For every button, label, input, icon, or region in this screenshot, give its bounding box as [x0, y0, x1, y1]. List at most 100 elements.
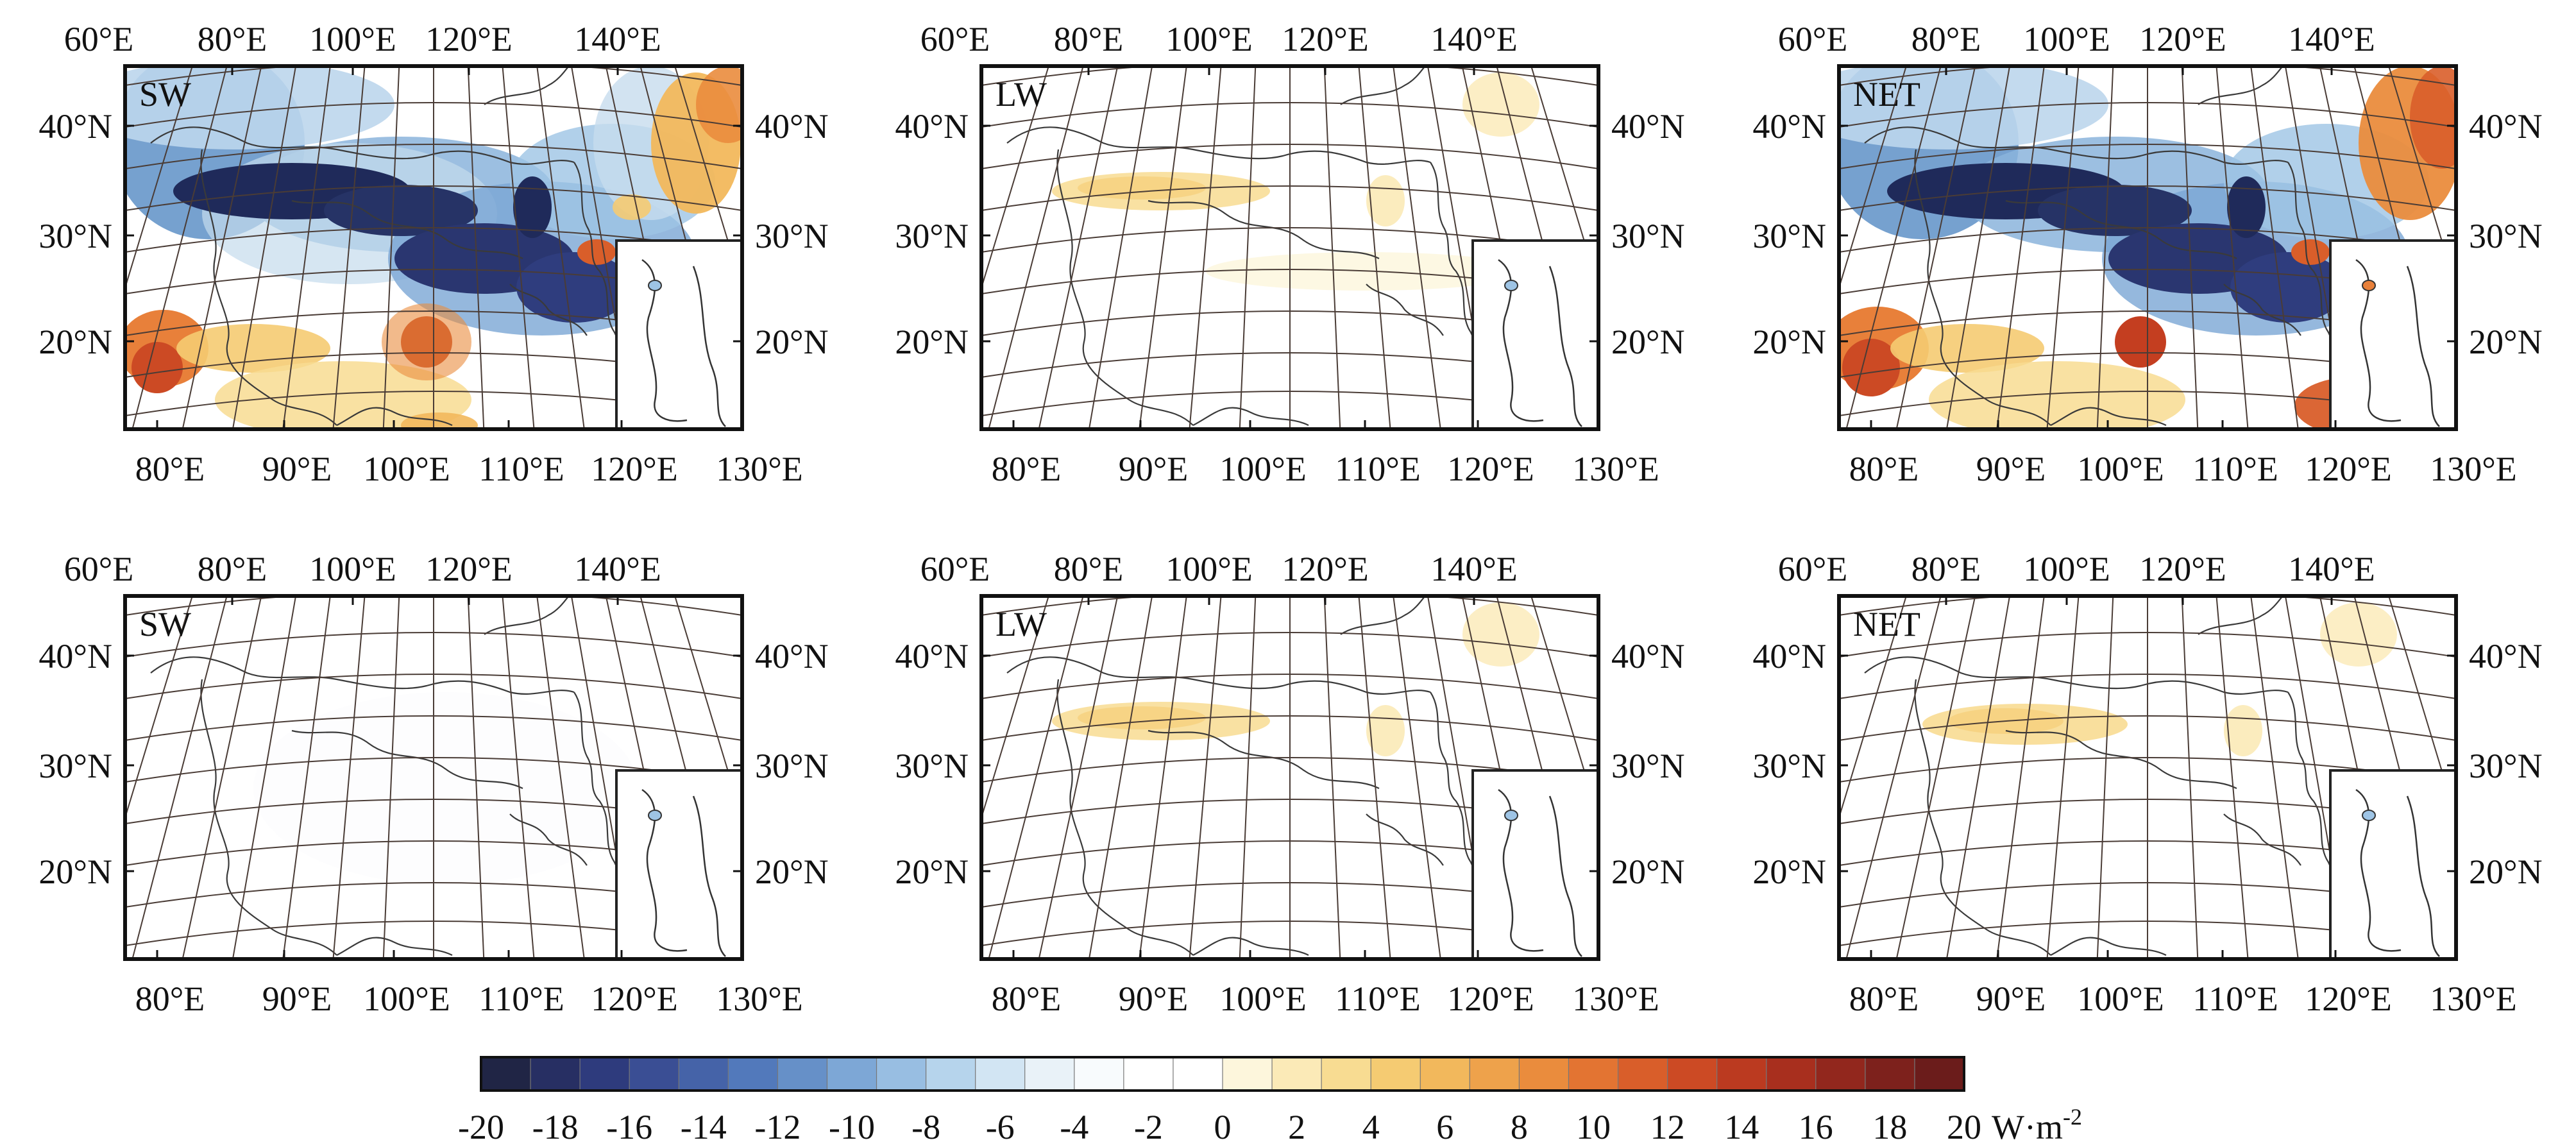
longitude-line [2181, 66, 2199, 429]
right-latitude-label: 40°N [1611, 107, 1685, 146]
bottom-longitude-label: 100°E [2077, 980, 2164, 1018]
top-longitude-label: 60°E [1778, 550, 1848, 588]
bottom-longitude-label: 100°E [2077, 450, 2164, 488]
colorbar-swatch [876, 1057, 927, 1091]
longitude-line [2181, 596, 2199, 959]
right-latitude-label: 30°N [755, 217, 829, 255]
coastline [1148, 200, 1380, 259]
left-latitude-label: 30°N [1752, 217, 1826, 255]
left-latitude-label: 20°N [895, 323, 969, 361]
flux-anomaly-area [696, 66, 742, 143]
longitude-line [332, 596, 366, 959]
inset-map [2329, 769, 2456, 959]
bottom-longitude-label: 120°E [591, 980, 678, 1018]
bottom-longitude-label: 90°E [1119, 980, 1189, 1018]
left-latitude-label: 40°N [1752, 637, 1826, 675]
right-latitude-label: 40°N [755, 637, 829, 675]
colorbar-tick-label: 14 [1724, 1108, 1759, 1146]
axis-ticks [981, 596, 1598, 959]
latitude-line [125, 66, 742, 87]
map-frame [123, 594, 744, 961]
bottom-longitude-label: 130°E [2430, 450, 2517, 488]
right-latitude-label: 20°N [755, 853, 829, 891]
map-frame [979, 594, 1600, 961]
left-latitude-label: 30°N [895, 217, 969, 255]
bottom-longitude-label: 100°E [363, 450, 450, 488]
left-latitude-label: 30°N [895, 747, 969, 785]
colorbar-tick-label: 18 [1872, 1108, 1907, 1146]
longitude-line [1358, 66, 1391, 429]
coastline [1864, 126, 2289, 165]
bottom-longitude-label: 110°E [479, 980, 564, 1018]
bottom-longitude-label: 120°E [2305, 450, 2392, 488]
flux-field [253, 692, 638, 885]
axis-ticks [1839, 66, 2456, 429]
longitude-line [1189, 596, 1222, 959]
top-longitude-label: 80°E [198, 20, 267, 58]
left-latitude-label: 40°N [38, 637, 112, 675]
latitude-line [981, 66, 1598, 87]
right-latitude-label: 40°N [1611, 637, 1685, 675]
longitude-line [467, 596, 485, 959]
bottom-longitude-label: 110°E [1335, 450, 1421, 488]
colorbar-swatch [1123, 1057, 1174, 1091]
coastline [1340, 66, 1427, 105]
left-latitude-label: 40°N [1752, 107, 1826, 146]
bottom-longitude-label: 80°E [135, 980, 205, 1018]
longitude-line [1996, 596, 2045, 959]
right-latitude-label: 30°N [1611, 217, 1685, 255]
right-latitude-label: 30°N [2469, 217, 2543, 255]
left-latitude-label: 20°N [38, 853, 112, 891]
bottom-longitude-label: 130°E [2430, 980, 2517, 1018]
top-longitude-label: 100°E [309, 550, 396, 588]
axis-ticks [1839, 596, 2456, 959]
colorbar-tick-label: 16 [1799, 1108, 1833, 1146]
longitude-line [2216, 66, 2249, 429]
colorbar-swatch [481, 1057, 531, 1091]
flux-anomaly-area [1929, 361, 2185, 429]
coastline [291, 729, 523, 789]
bottom-longitude-label: 110°E [2192, 980, 2278, 1018]
longitude-line [125, 596, 193, 820]
colorbar-swatch [1914, 1057, 1965, 1091]
latitude-line [981, 596, 1598, 616]
left-latitude-label: 30°N [38, 217, 112, 255]
inset-map [1471, 769, 1598, 959]
left-latitude-label: 30°N [1752, 747, 1826, 785]
flux-anomaly-area [2320, 602, 2397, 667]
bottom-longitude-label: 100°E [1219, 450, 1307, 488]
top-longitude-label: 120°E [425, 550, 513, 588]
colorbar-tick-label: 20 [1947, 1108, 1981, 1146]
top-longitude-label: 140°E [574, 20, 661, 58]
panel-label: LW [996, 75, 1047, 114]
longitude-line [1038, 66, 1119, 429]
colorbar-tick-label: -18 [532, 1108, 579, 1146]
colorbar-swatch [1716, 1057, 1767, 1091]
colorbar-tick-label: -4 [1060, 1108, 1089, 1146]
bottom-longitude-label: 80°E [992, 980, 1062, 1018]
longitude-line [1139, 596, 1187, 959]
right-latitude-label: 30°N [2469, 747, 2543, 785]
top-longitude-label: 140°E [574, 550, 661, 588]
longitude-line [1845, 596, 1942, 959]
colorbar-swatch [1024, 1057, 1075, 1091]
flux-anomaly-area [2038, 185, 2192, 236]
coastline [2198, 596, 2284, 635]
longitude-line [1088, 596, 1153, 959]
bottom-longitude-label: 120°E [1447, 980, 1534, 1018]
axis-ticks [125, 66, 742, 429]
bottom-longitude-label: 80°E [1849, 980, 1919, 1018]
colorbar-swatch [1568, 1057, 1619, 1091]
coastline [291, 200, 523, 259]
longitude-line [232, 66, 297, 429]
longitude-line [988, 66, 1084, 429]
right-latitude-label: 20°N [755, 323, 829, 361]
left-latitude-label: 20°N [1752, 853, 1826, 891]
colorbar-tick-label: 0 [1214, 1108, 1232, 1146]
bottom-longitude-label: 90°E [1976, 450, 2046, 488]
colorbar-tick-label: -16 [606, 1108, 652, 1146]
